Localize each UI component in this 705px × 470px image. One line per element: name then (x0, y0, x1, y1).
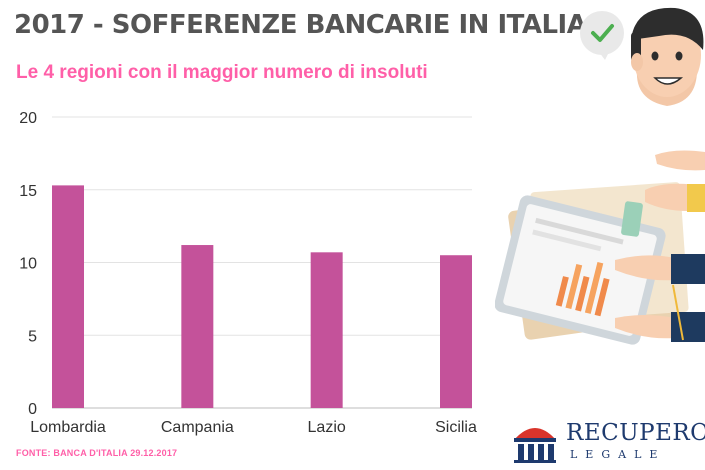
y-tick-label: 5 (28, 328, 37, 345)
x-tick-label: Lazio (308, 419, 346, 436)
bar (181, 245, 214, 408)
bar (310, 252, 343, 408)
y-tick-label: 10 (19, 256, 37, 273)
checkmark-bubble-icon (591, 24, 614, 42)
x-tick-label: Campania (161, 419, 234, 436)
y-tick-label: 0 (28, 401, 37, 418)
person-avatar-icon (580, 7, 704, 106)
bank-pillar-logo-icon (514, 428, 556, 463)
source-note: FONTE: BANCA D'ITALIA 29.12.2017 (16, 448, 178, 458)
logo-word: RECUPERO (566, 420, 705, 446)
y-tick-label: 20 (19, 110, 37, 127)
logo-subword: LEGALE (570, 448, 666, 461)
chart-title: 2017 - SOFFERENZE BANCARIE IN ITALIA (14, 10, 587, 40)
x-tick-label: Sicilia (435, 419, 477, 436)
company-logo: RECUPERO LEGALE (510, 418, 705, 466)
x-tick-label: Lombardia (30, 419, 106, 436)
bar (440, 255, 472, 408)
bar (52, 185, 84, 408)
chart-subtitle: Le 4 regioni con il maggior numero di in… (16, 62, 428, 83)
y-tick-label: 15 (19, 183, 37, 200)
report-documents-hands-icon (495, 150, 705, 345)
